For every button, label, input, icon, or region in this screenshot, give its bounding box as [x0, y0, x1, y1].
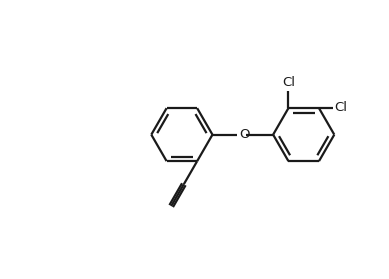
Text: O: O: [239, 128, 249, 141]
Text: Cl: Cl: [335, 101, 347, 114]
Text: Cl: Cl: [282, 76, 295, 89]
